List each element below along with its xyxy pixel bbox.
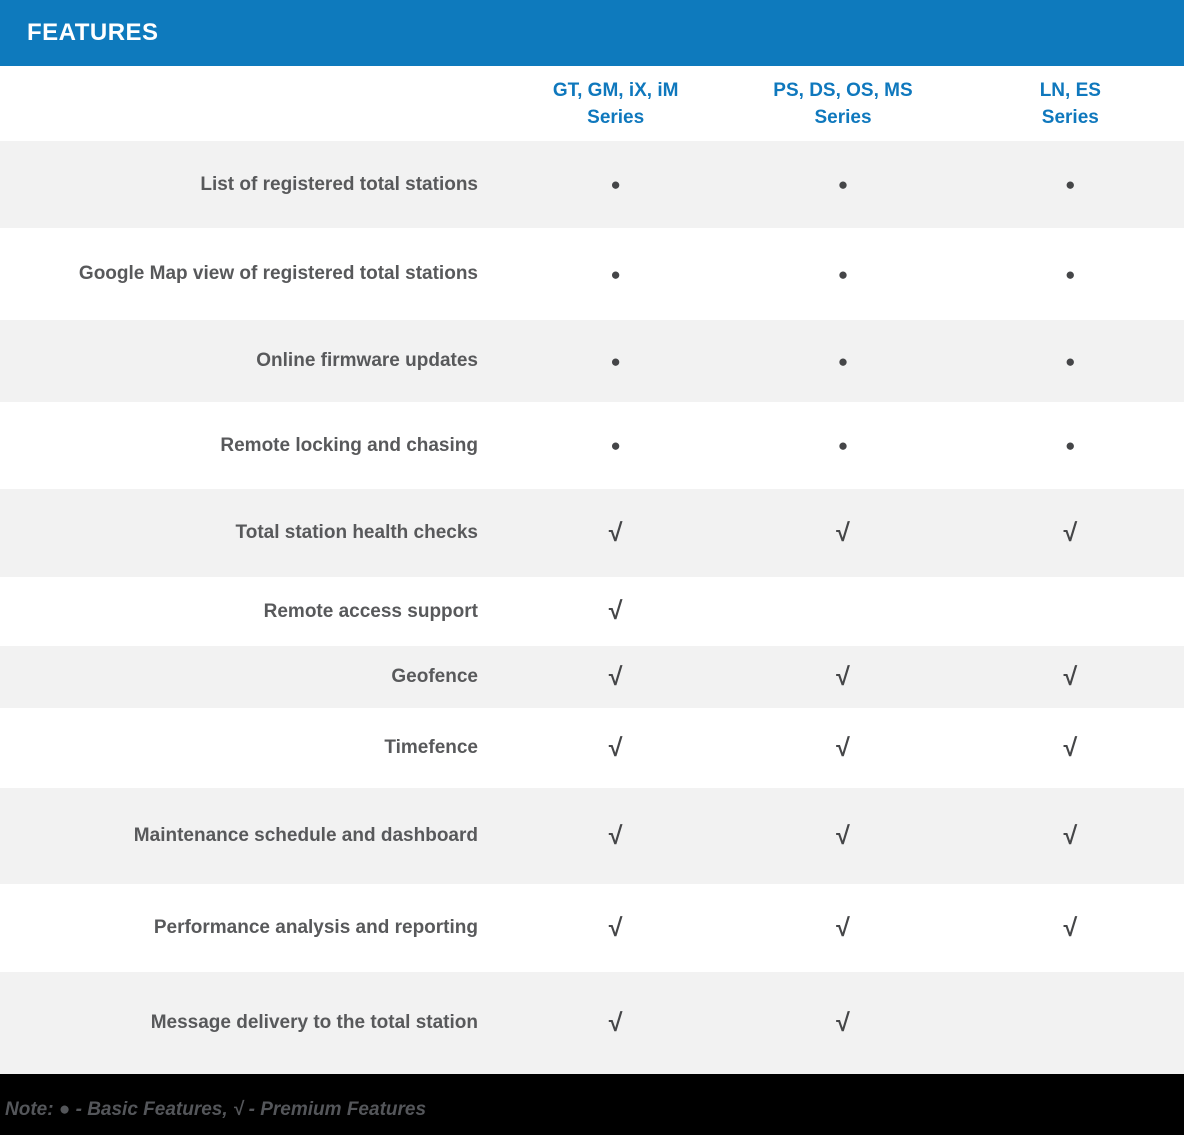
column-header-ln-es-series: LN, ES Series: [957, 77, 1184, 131]
basic-feature-bullet-icon: ●: [610, 351, 621, 371]
page-title: FEATURES: [27, 19, 159, 46]
premium-feature-check-icon: √: [608, 597, 623, 625]
premium-feature-check-icon: √: [836, 913, 850, 942]
premium-feature-check-icon: √: [836, 733, 850, 762]
feature-label: List of registered total stations: [200, 173, 478, 195]
feature-row: Timefence √ √ √: [0, 708, 1184, 788]
feature-label: Remote locking and chasing: [220, 434, 478, 456]
premium-feature-check-icon: √: [836, 1008, 850, 1037]
feature-row: Message delivery to the total station √ …: [0, 972, 1184, 1074]
premium-feature-check-icon: √: [608, 821, 623, 850]
feature-row: Maintenance schedule and dashboard √ √ √: [0, 788, 1184, 884]
feature-row: Google Map view of registered total stat…: [0, 228, 1184, 320]
features-header-bar: FEATURES: [0, 0, 1184, 66]
basic-feature-bullet-icon: ●: [837, 351, 849, 371]
column-header-series-word: Series: [587, 106, 645, 128]
column-header-ps-ds-os-ms-series: PS, DS, OS, MS Series: [729, 77, 956, 131]
basic-feature-bullet-icon: ●: [1065, 264, 1076, 284]
feature-label: Geofence: [391, 666, 478, 687]
column-header-series-word: Series: [1041, 106, 1099, 128]
premium-feature-check-icon: √: [608, 662, 623, 691]
column-header-series-names: PS, DS, OS, MS: [773, 79, 913, 101]
legend-footer-bar: Note: ● - Basic Features, √ - Premium Fe…: [0, 1074, 1184, 1135]
feature-label: Timefence: [384, 737, 478, 758]
feature-row: Geofence √ √ √: [0, 646, 1184, 708]
premium-feature-check-icon: √: [608, 733, 623, 762]
premium-feature-check-icon: √: [608, 518, 623, 547]
feature-label: Online firmware updates: [256, 350, 478, 371]
basic-feature-bullet-icon: ●: [610, 436, 621, 455]
premium-feature-check-icon: √: [1063, 662, 1078, 691]
feature-label: Message delivery to the total station: [150, 1012, 478, 1033]
feature-label: Remote access support: [263, 600, 478, 622]
column-header-series-names: LN, ES: [1039, 79, 1101, 101]
feature-label: Maintenance schedule and dashboard: [133, 825, 478, 846]
column-header-gt-gm-ix-im-series: GT, GM, iX, iM Series: [502, 77, 729, 131]
premium-feature-check-icon: √: [1063, 821, 1078, 850]
premium-feature-check-icon: √: [1063, 913, 1078, 942]
feature-label: Performance analysis and reporting: [153, 917, 478, 938]
premium-feature-check-icon: √: [836, 662, 850, 691]
column-header-series-names: GT, GM, iX, iM: [552, 79, 679, 101]
basic-feature-bullet-icon: ●: [1065, 175, 1076, 194]
column-header-series-word: Series: [814, 106, 872, 128]
premium-feature-check-icon: √: [608, 913, 623, 942]
premium-feature-check-icon: √: [608, 1008, 623, 1037]
basic-feature-bullet-icon: ●: [837, 175, 849, 194]
premium-feature-check-icon: √: [836, 821, 850, 850]
legend-note: Note: ● - Basic Features, √ - Premium Fe…: [5, 1099, 427, 1120]
basic-feature-bullet-icon: ●: [837, 264, 849, 284]
basic-feature-bullet-icon: ●: [610, 264, 621, 284]
table-column-headers: GT, GM, iX, iM Series PS, DS, OS, MS Ser…: [0, 66, 1184, 141]
feature-row: Remote access support √: [0, 577, 1184, 646]
premium-feature-check-icon: √: [1063, 733, 1078, 762]
premium-feature-check-icon: √: [836, 518, 850, 547]
feature-row: List of registered total stations ● ● ●: [0, 141, 1184, 228]
feature-label: Total station health checks: [235, 522, 478, 543]
basic-feature-bullet-icon: ●: [837, 436, 849, 455]
feature-rows: List of registered total stations ● ● ● …: [0, 141, 1184, 1074]
basic-feature-bullet-icon: ●: [1065, 436, 1076, 455]
feature-row: Total station health checks √ √ √: [0, 489, 1184, 577]
feature-row: Online firmware updates ● ● ●: [0, 320, 1184, 402]
feature-label: Google Map view of registered total stat…: [78, 263, 478, 284]
premium-feature-check-icon: √: [1063, 518, 1078, 547]
basic-feature-bullet-icon: ●: [610, 175, 621, 194]
feature-row: Remote locking and chasing ● ● ●: [0, 402, 1184, 489]
basic-feature-bullet-icon: ●: [1065, 351, 1076, 371]
feature-row: Performance analysis and reporting √ √ √: [0, 884, 1184, 972]
